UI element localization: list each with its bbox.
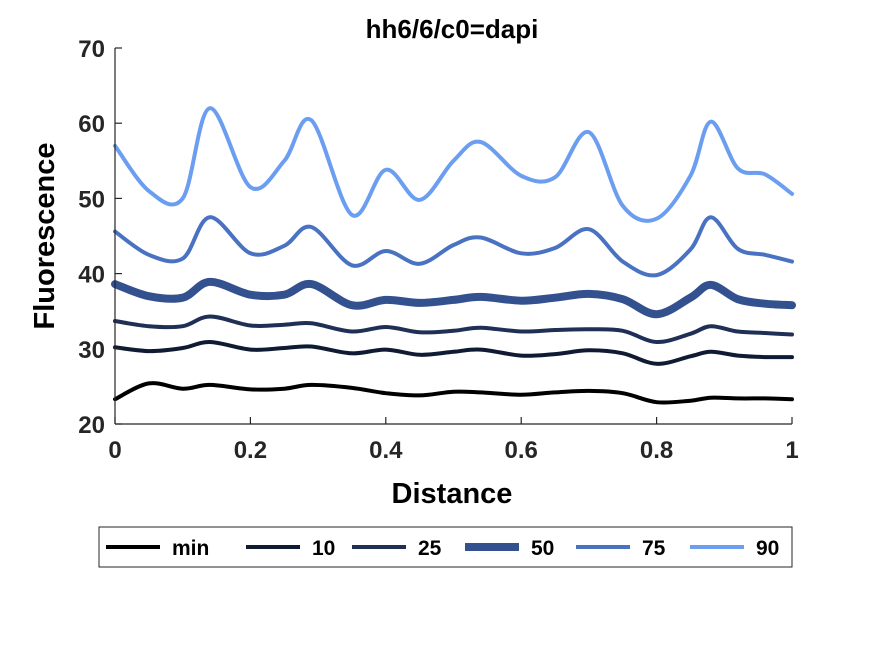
series-line-10 [113, 339, 794, 366]
y-tick-label: 60 [78, 111, 105, 138]
series-line-90 [113, 106, 794, 223]
x-tick-label: 0.4 [369, 437, 403, 464]
series-line-75 [113, 215, 794, 278]
x-tick-label: 0.6 [505, 437, 538, 464]
series-line-min [113, 381, 794, 405]
legend-item-10: 10 [246, 537, 335, 560]
x-axis-label: Distance [392, 478, 513, 510]
legend-item-25: 25 [352, 537, 442, 560]
x-tick-label: 0.2 [234, 437, 267, 464]
legend-item-50: 50 [465, 537, 554, 560]
y-tick-label: 30 [78, 337, 105, 364]
legend-item-90: 90 [690, 537, 779, 560]
plot-area [111, 106, 796, 405]
series-line-50 [111, 277, 796, 319]
legend-item-min: min [106, 537, 209, 560]
legend-label: 50 [531, 537, 554, 560]
legend-label: 90 [756, 537, 779, 560]
x-tick-label: 0.8 [640, 437, 673, 464]
y-tick-label: 50 [78, 186, 105, 213]
legend-item-75: 75 [576, 537, 666, 560]
chart-title: hh6/6/c0=dapi [366, 14, 539, 44]
y-tick-label: 20 [78, 412, 105, 439]
y-tick-label: 40 [78, 262, 105, 289]
series-line-25 [113, 314, 794, 345]
y-axis-label: Fluorescence [29, 143, 61, 330]
legend-label: 75 [642, 537, 666, 560]
x-tick-label: 0 [108, 437, 121, 464]
legend-label: 10 [312, 537, 335, 560]
legend-label: min [172, 537, 209, 560]
x-tick-label: 1 [785, 437, 798, 464]
legend-label: 25 [418, 537, 442, 560]
legend-box [98, 526, 793, 568]
axes: 0 0.2 0.4 0.6 0.8 1 20 30 40 50 60 70 [78, 36, 798, 464]
legend: min 10 25 50 75 90 [98, 526, 793, 568]
y-tick-label: 70 [78, 36, 105, 63]
